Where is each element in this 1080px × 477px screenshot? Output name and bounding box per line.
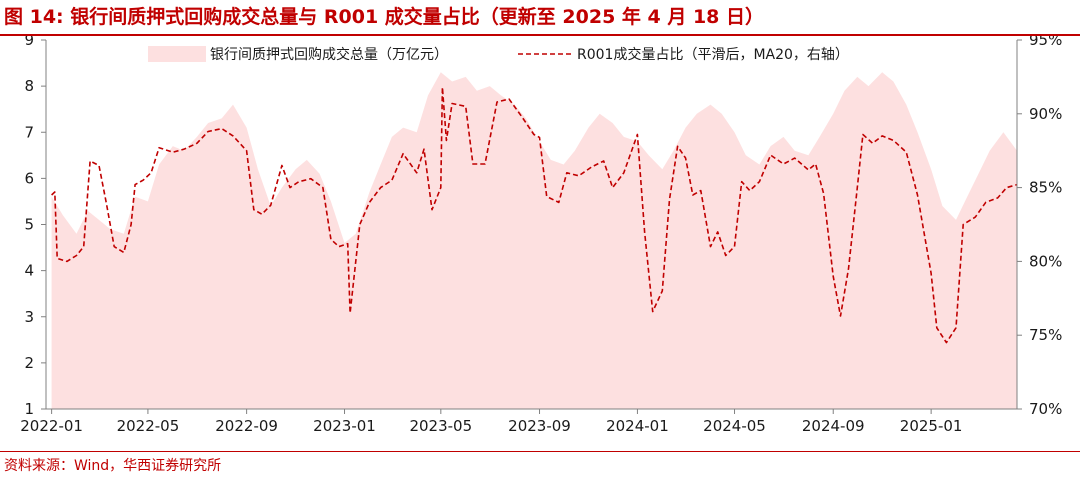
x-tick-label: 2022-09 [215, 417, 278, 435]
x-tick-label: 2024-05 [703, 417, 766, 435]
combo-chart: 1 2 3 4 5 6 7 8 9 70% 75% 80% 85% 90% 95% 2022-01 2022-0… [20, 36, 1062, 435]
y-left-tick-label: 3 [24, 308, 34, 326]
x-tick-label: 2023-01 [313, 417, 376, 435]
y-left-tick-label: 6 [24, 169, 34, 187]
y-right-tick-label: 90% [1029, 105, 1062, 123]
legend-label-volume: 银行间质押式回购成交总量（万亿元） [210, 46, 448, 63]
y-right-tick-label: 95% [1029, 36, 1062, 49]
source-note: 资料来源：Wind，华西证券研究所 [4, 458, 222, 474]
y-left-tick-label: 9 [24, 36, 34, 49]
y-right-tick-label: 80% [1029, 252, 1062, 270]
plot-layer [51, 72, 1018, 410]
legend-swatch-volume [148, 46, 206, 62]
y-left-tick-label: 7 [24, 123, 34, 141]
x-tick-label: 2023-05 [409, 417, 472, 435]
axes-layer: 1 2 3 4 5 6 7 8 9 70% 75% 80% 85% 90% 95% 2022-01 2022-0… [20, 36, 1062, 435]
x-tick-label: 2024-09 [802, 417, 865, 435]
line-series-r001-share [51, 86, 1018, 344]
y-right-tick-label: 85% [1029, 179, 1062, 197]
y-left-tick-label: 2 [24, 354, 34, 372]
y-left-tick-label: 1 [24, 400, 34, 418]
area-series-volume [51, 72, 1018, 410]
x-tick-label: 2023-09 [508, 417, 571, 435]
footer-rule [0, 451, 1080, 452]
title-rule [0, 34, 1080, 36]
y-right-tick-label: 75% [1029, 326, 1062, 344]
x-tick-label: 2025-01 [900, 417, 963, 435]
y-right-tick-label: 70% [1029, 400, 1062, 418]
x-tick-label: 2022-05 [117, 417, 180, 435]
y-left-tick-label: 5 [24, 216, 34, 234]
y-left-tick-label: 4 [24, 262, 34, 280]
x-tick-label: 2024-01 [606, 417, 669, 435]
legend: 银行间质押式回购成交总量（万亿元） R001成交量占比（平滑后，MA20，右轴） [148, 46, 849, 63]
page-title: 图 14: 银行间质押式回购成交总量与 R001 成交量占比（更新至 2025 … [4, 6, 765, 28]
legend-label-r001-share: R001成交量占比（平滑后，MA20，右轴） [577, 46, 849, 63]
x-tick-label: 2022-01 [20, 417, 83, 435]
y-left-tick-label: 8 [24, 77, 34, 95]
